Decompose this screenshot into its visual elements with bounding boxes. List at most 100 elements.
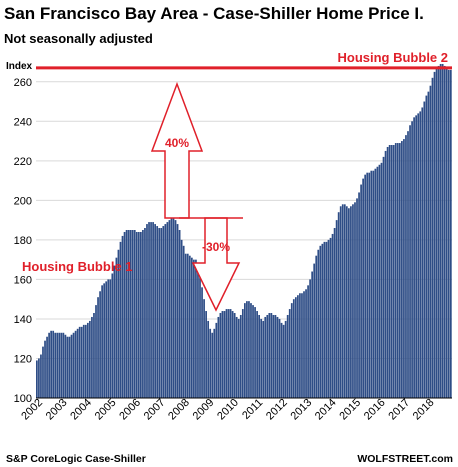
bar <box>121 235 124 398</box>
bar <box>301 293 303 398</box>
bar <box>350 206 352 398</box>
bar <box>370 170 373 398</box>
bar <box>46 336 48 398</box>
bar <box>405 135 407 398</box>
bar <box>76 328 79 398</box>
x-tick-label: 2017 <box>386 397 412 423</box>
bars <box>36 63 452 399</box>
bar <box>107 279 110 398</box>
bar <box>160 228 163 398</box>
bar <box>449 69 452 398</box>
bar <box>70 334 73 398</box>
x-tick-label: 2012 <box>264 397 290 423</box>
bar <box>254 307 256 398</box>
bar <box>403 139 405 398</box>
bar <box>352 204 354 398</box>
bar <box>274 314 277 398</box>
bar <box>150 222 152 398</box>
bar <box>78 326 81 398</box>
bar <box>270 313 273 398</box>
bar <box>417 113 420 398</box>
brand-label: WOLFSTREET.com <box>357 453 453 465</box>
bar <box>429 85 432 398</box>
y-tick-label: 180 <box>14 235 32 247</box>
bar <box>354 202 356 398</box>
bar <box>201 287 203 398</box>
bar <box>445 67 448 399</box>
x-tick-label: 2014 <box>313 397 339 423</box>
bar <box>280 322 283 398</box>
bar <box>246 301 248 398</box>
bar <box>125 230 128 398</box>
bar <box>229 309 232 398</box>
bar <box>207 320 210 398</box>
bar <box>329 237 332 398</box>
bar <box>137 231 140 398</box>
bar <box>231 311 234 398</box>
bar <box>382 156 385 398</box>
bar <box>262 320 265 398</box>
bar <box>260 318 263 398</box>
bar <box>264 316 267 398</box>
bar <box>386 146 389 398</box>
bar <box>315 255 318 398</box>
bar <box>166 222 169 398</box>
bar <box>168 220 171 398</box>
housing-bubble-1-label: Housing Bubble 1 <box>22 259 133 274</box>
bar <box>284 320 287 398</box>
bar <box>119 241 122 398</box>
bar <box>297 295 299 398</box>
x-tick-label: 2007 <box>142 397 168 423</box>
bar <box>348 208 350 398</box>
bar <box>140 231 142 398</box>
x-tick-label: 2006 <box>117 397 143 423</box>
bar <box>362 178 364 398</box>
bar <box>86 322 89 398</box>
bar <box>205 311 207 398</box>
bar <box>174 220 177 398</box>
bar <box>197 267 199 398</box>
bar <box>115 257 118 398</box>
bar <box>335 220 338 398</box>
bar <box>109 279 112 398</box>
bar <box>66 336 69 398</box>
bar <box>142 230 144 398</box>
y-axis-ticks: 100 120 140 160 180 200 220 240 260 <box>14 77 32 405</box>
chart-title: San Francisco Bay Area - Case-Shiller Ho… <box>4 4 424 23</box>
bar <box>248 301 250 398</box>
bar <box>409 125 411 398</box>
bar <box>225 309 228 398</box>
bar <box>278 318 281 398</box>
bar <box>244 303 246 398</box>
bar <box>343 204 346 398</box>
bar <box>215 322 218 398</box>
bar <box>186 253 189 398</box>
bar <box>358 192 360 398</box>
bar <box>398 143 401 398</box>
bar <box>425 95 428 398</box>
source-label: S&P CoreLogic Case-Shiller <box>6 453 146 465</box>
bar <box>113 265 116 398</box>
bar <box>184 253 187 398</box>
bar <box>356 198 358 398</box>
bar <box>435 67 438 399</box>
bar <box>52 330 55 398</box>
bar <box>158 228 161 398</box>
x-tick-label: 2005 <box>93 397 119 423</box>
bar <box>172 218 175 398</box>
bar <box>411 121 413 398</box>
x-tick-label: 2011 <box>240 397 265 422</box>
x-tick-label: 2015 <box>337 397 363 423</box>
bar <box>415 115 418 399</box>
bar <box>323 241 326 398</box>
y-tick-label: 200 <box>14 195 32 207</box>
bar <box>58 332 61 398</box>
bar <box>321 243 324 398</box>
bar <box>439 63 442 398</box>
bar <box>272 314 275 398</box>
bar <box>325 241 328 398</box>
x-tick-label: 2004 <box>68 397 94 423</box>
bar <box>148 222 150 398</box>
bar <box>309 279 311 398</box>
